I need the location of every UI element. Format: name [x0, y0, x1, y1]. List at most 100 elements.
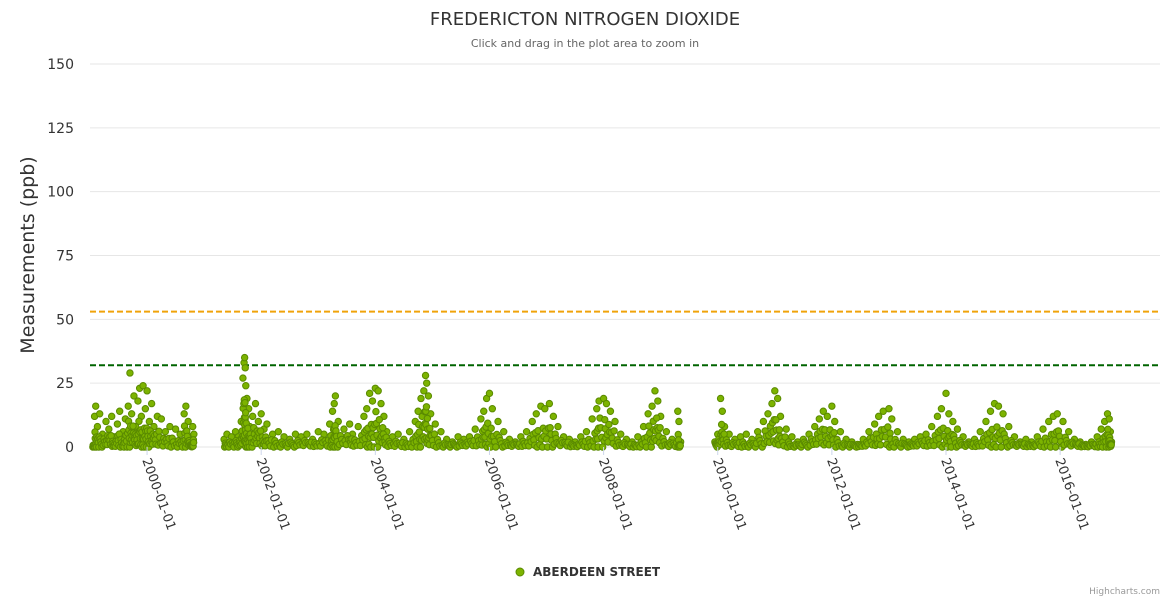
data-point[interactable] — [933, 412, 942, 421]
data-point[interactable] — [115, 407, 124, 415]
data-point[interactable] — [1053, 410, 1061, 418]
data-point[interactable] — [611, 417, 619, 426]
data-point[interactable] — [522, 427, 531, 436]
data-point[interactable] — [662, 427, 671, 436]
data-point[interactable] — [488, 405, 497, 413]
data-point[interactable] — [377, 399, 385, 408]
credits-link[interactable]: Highcharts.com — [1089, 587, 1160, 597]
data-point[interactable] — [134, 397, 142, 405]
data-point[interactable] — [360, 412, 368, 421]
data-point[interactable] — [742, 430, 750, 438]
data-point[interactable] — [102, 417, 110, 426]
data-point[interactable] — [477, 415, 485, 423]
data-point[interactable] — [130, 392, 138, 400]
data-point[interactable] — [617, 430, 625, 438]
data-point[interactable] — [1059, 417, 1067, 426]
data-point[interactable] — [775, 426, 784, 434]
data-point[interactable] — [257, 410, 265, 418]
data-point[interactable] — [764, 410, 772, 418]
data-point[interactable] — [241, 364, 249, 372]
data-point[interactable] — [484, 419, 492, 427]
data-point[interactable] — [303, 430, 311, 438]
data-point[interactable] — [830, 429, 838, 437]
data-point[interactable] — [437, 427, 445, 436]
data-point[interactable] — [874, 412, 883, 421]
data-point[interactable] — [994, 402, 1003, 410]
data-point[interactable] — [937, 405, 946, 413]
data-point[interactable] — [241, 398, 249, 407]
data-point[interactable] — [139, 382, 147, 390]
data-point[interactable] — [541, 405, 549, 413]
data-point[interactable] — [942, 389, 950, 398]
data-point[interactable] — [485, 389, 494, 398]
series-aberdeen-street[interactable] — [89, 353, 1116, 451]
data-point[interactable] — [876, 441, 885, 449]
data-point[interactable] — [480, 407, 488, 415]
data-point[interactable] — [588, 415, 596, 423]
data-point[interactable] — [375, 415, 384, 424]
data-point[interactable] — [471, 425, 479, 433]
data-point[interactable] — [345, 420, 354, 428]
data-point[interactable] — [823, 412, 832, 421]
data-point[interactable] — [1097, 425, 1105, 433]
data-point[interactable] — [651, 387, 659, 395]
data-point[interactable] — [424, 392, 433, 400]
data-point[interactable] — [330, 399, 338, 408]
data-point[interactable] — [126, 369, 134, 377]
data-point[interactable] — [1105, 415, 1113, 423]
data-point[interactable] — [675, 417, 683, 426]
data-point[interactable] — [546, 423, 554, 432]
data-point[interactable] — [180, 410, 188, 418]
data-point[interactable] — [1045, 417, 1053, 426]
data-point[interactable] — [811, 422, 819, 431]
data-point[interactable] — [644, 410, 652, 418]
data-point[interactable] — [141, 405, 150, 413]
data-point[interactable] — [182, 402, 190, 410]
data-point[interactable] — [772, 416, 780, 424]
data-point[interactable] — [487, 424, 495, 432]
data-point[interactable] — [422, 403, 431, 411]
data-point[interactable] — [836, 427, 845, 436]
data-point[interactable] — [368, 397, 377, 405]
legend[interactable]: ABERDEEN STREET — [515, 565, 661, 579]
data-point[interactable] — [768, 399, 776, 408]
data-point[interactable] — [363, 405, 371, 413]
data-point[interactable] — [993, 423, 1001, 431]
data-point[interactable] — [354, 422, 362, 431]
data-point[interactable] — [598, 443, 607, 451]
data-point[interactable] — [886, 429, 894, 437]
data-point[interactable] — [430, 430, 439, 438]
data-point[interactable] — [549, 412, 558, 421]
data-point[interactable] — [500, 427, 508, 436]
data-point[interactable] — [242, 382, 250, 390]
data-point[interactable] — [865, 427, 873, 436]
data-point[interactable] — [256, 427, 265, 435]
data-point[interactable] — [654, 397, 662, 405]
data-point[interactable] — [189, 422, 197, 431]
data-point[interactable] — [532, 410, 540, 418]
data-point[interactable] — [379, 423, 387, 432]
data-point[interactable] — [127, 410, 136, 418]
data-point[interactable] — [92, 402, 100, 410]
data-point[interactable] — [374, 387, 382, 395]
data-point[interactable] — [953, 425, 962, 433]
data-point[interactable] — [416, 443, 425, 451]
legend-item-aberdeen-street[interactable]: ABERDEEN STREET — [533, 565, 661, 579]
data-point[interactable] — [143, 387, 151, 395]
data-point[interactable] — [676, 441, 684, 450]
data-point[interactable] — [423, 414, 432, 423]
data-point[interactable] — [248, 412, 257, 421]
data-point[interactable] — [105, 425, 113, 433]
data-point[interactable] — [1039, 425, 1047, 433]
data-point[interactable] — [870, 420, 879, 428]
data-point[interactable] — [602, 399, 611, 408]
data-point[interactable] — [1064, 427, 1073, 436]
data-point[interactable] — [605, 420, 613, 429]
data-point[interactable] — [545, 399, 554, 408]
data-point[interactable] — [421, 371, 430, 380]
data-point[interactable] — [610, 427, 618, 435]
data-point[interactable] — [254, 417, 263, 426]
data-point[interactable] — [96, 410, 104, 418]
data-point[interactable] — [601, 415, 609, 424]
